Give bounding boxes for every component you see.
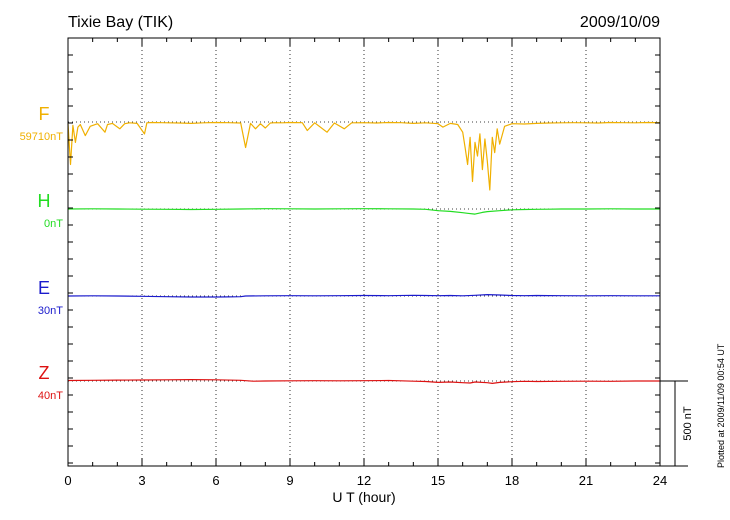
scale-bar-label: 500 nT [682, 406, 694, 441]
series-f-line [67, 121, 661, 191]
series-f-baseline-label: 59710nT [20, 131, 64, 143]
series-z-name: Z [39, 363, 50, 383]
series-e-baseline-label: 30nT [38, 305, 63, 317]
chart-title: Tixie Bay (TIK) [68, 14, 173, 31]
series-e-line [67, 294, 660, 298]
x-tick-label: 9 [286, 473, 293, 488]
series-f-name: F [39, 104, 50, 124]
series-h-line [67, 208, 660, 215]
x-tick-label: 3 [138, 473, 145, 488]
plotted-at-note: Plotted at 2009/11/09 00:54 UT [716, 343, 726, 468]
scale-bar: 500 nT [660, 380, 694, 467]
x-axis-label: U T (hour) [332, 489, 395, 505]
x-tick-labels: 0 3 6 9 12 15 18 21 24 [64, 473, 667, 488]
x-tick-label: 18 [505, 473, 519, 488]
x-tick-label: 21 [579, 473, 593, 488]
series-group [67, 121, 661, 384]
series-e-name: E [38, 278, 50, 298]
gridlines [141, 38, 587, 466]
series-z-line [67, 379, 660, 384]
chart-date: 2009/10/09 [580, 14, 660, 31]
plot-frame [67, 37, 661, 467]
x-tick-label: 24 [653, 473, 667, 488]
series-labels: F 59710nT H 0nT E 30nT Z 40nT [20, 104, 64, 402]
series-h-name: H [38, 191, 51, 211]
series-h-baseline-label: 0nT [44, 218, 63, 230]
x-tick-label: 0 [64, 473, 71, 488]
x-tick-label: 12 [357, 473, 371, 488]
series-z-baseline-label: 40nT [38, 390, 63, 402]
x-tick-label: 15 [431, 473, 445, 488]
x-tick-label: 6 [212, 473, 219, 488]
